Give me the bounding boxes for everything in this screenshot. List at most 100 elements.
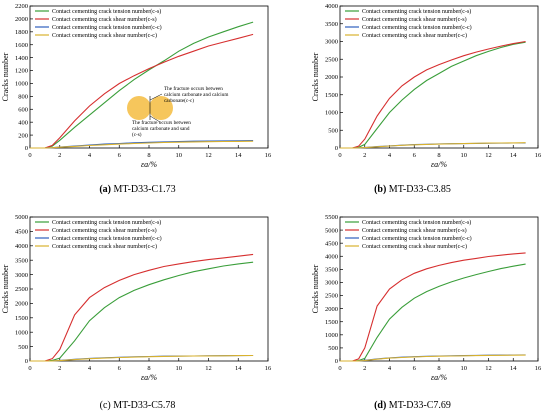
y-tick-label-d: 500 xyxy=(328,345,338,352)
x-tick-label-b: 4 xyxy=(388,152,392,159)
annotation-arrow-cc xyxy=(149,93,163,101)
y-axis-label-c: Cracks number xyxy=(1,264,10,313)
x-tick-label-b: 8 xyxy=(437,152,440,159)
caption-a: (a) MT-D33-C1.73 xyxy=(0,184,275,195)
y-tick-label-d: 2000 xyxy=(325,306,338,313)
x-tick-label-b: 10 xyxy=(461,152,468,159)
x-axis-label-a: εa/% xyxy=(141,160,157,169)
caption-c-text: MT-D33-C5.78 xyxy=(113,400,176,411)
series-line-b-4 xyxy=(340,142,526,149)
x-axis-label-d: εa/% xyxy=(431,373,447,382)
series-line-a-4 xyxy=(30,140,254,149)
y-tick-label-d: 2500 xyxy=(325,293,338,300)
x-tick-label-a: 8 xyxy=(147,152,150,159)
x-tick-label-c: 6 xyxy=(118,365,122,372)
y-tick-label-c: 2500 xyxy=(15,286,28,293)
annotation-text-cs: The fracture occurs between calcium carbo… xyxy=(132,119,191,138)
y-tick-label-d: 4500 xyxy=(325,240,338,247)
y-tick-label-c: 3000 xyxy=(15,272,28,279)
legend-label-c-4: Contact cementing crack shear number(c-c… xyxy=(52,243,157,250)
caption-d-letter: (d) xyxy=(374,400,387,411)
x-tick-label-c: 2 xyxy=(58,365,61,372)
x-tick-label-d: 0 xyxy=(338,365,341,372)
y-tick-label-b: 0 xyxy=(335,145,338,152)
y-tick-label-a: 200 xyxy=(18,132,28,139)
annotation-arrow-cs xyxy=(149,115,161,123)
series-line-c-1 xyxy=(30,261,254,362)
y-tick-label-a: 600 xyxy=(18,106,28,113)
x-axis-label-b: εa/% xyxy=(431,160,447,169)
series-line-a-1 xyxy=(30,21,254,149)
y-tick-label-b: 3500 xyxy=(325,21,338,28)
y-tick-label-c: 3500 xyxy=(15,257,28,264)
x-tick-label-c: 10 xyxy=(176,365,183,372)
y-tick-label-a: 1400 xyxy=(15,55,28,62)
y-tick-label-c: 1500 xyxy=(15,315,28,322)
caption-a-text: MT-D33-C1.73 xyxy=(113,184,176,195)
calcium-carbonate-particle-icon xyxy=(127,96,151,120)
caption-c: (c) MT-D33-C5.78 xyxy=(0,400,275,411)
legend-label-c-1: Contact cementing crack tension number(c… xyxy=(52,219,161,226)
y-tick-label-d: 3500 xyxy=(325,267,338,274)
x-tick-label-d: 10 xyxy=(461,365,468,372)
y-tick-label-a: 2200 xyxy=(15,3,28,10)
x-tick-label-d: 16 xyxy=(535,365,542,372)
legend-label-b-2: Contact cementing crack shear number(c-s… xyxy=(362,16,467,23)
y-tick-label-d: 1500 xyxy=(325,319,338,326)
y-tick-label-b: 2500 xyxy=(325,56,338,63)
x-tick-label-a: 10 xyxy=(176,152,183,159)
legend-label-d-3: Contact cementing crack tension number(c… xyxy=(362,235,472,242)
x-tick-label-b: 2 xyxy=(363,152,366,159)
series-line-d-1 xyxy=(340,263,526,362)
chart-d: 0 2 4 6 8 10 12 14 16 0 500 1000 1500 2000 2500 3000 350… xyxy=(311,214,542,382)
y-axis-label-a: Cracks number xyxy=(1,52,10,101)
x-tick-label-c: 12 xyxy=(205,365,212,372)
fracture-inset: The fracture occurs between calcium carbo… xyxy=(127,85,228,138)
x-tick-label-d: 6 xyxy=(413,365,417,372)
y-tick-label-a: 800 xyxy=(18,94,28,101)
y-tick-label-c: 500 xyxy=(18,344,28,351)
x-tick-label-d: 2 xyxy=(363,365,366,372)
y-tick-label-d: 3000 xyxy=(325,280,338,287)
chart-a: 0 2 4 6 8 10 12 14 16 0 200 400 600 800 1000 1200 1400 16… xyxy=(1,3,272,169)
annotation-text-cc: The fracture occurs between calcium carbo… xyxy=(164,85,228,104)
series-line-c-4 xyxy=(30,354,254,362)
x-tick-label-a: 0 xyxy=(28,152,31,159)
x-tick-label-b: 0 xyxy=(338,152,341,159)
x-axis-label-c: εa/% xyxy=(141,373,157,382)
y-tick-label-d: 1000 xyxy=(325,332,338,339)
legend-label-d-2: Contact cementing crack shear number(c-s… xyxy=(362,227,467,234)
x-tick-label-b: 6 xyxy=(413,152,417,159)
legend-label-b-4: Contact cementing crack shear number(c-c… xyxy=(362,32,467,39)
y-tick-label-d: 4000 xyxy=(325,253,338,260)
series-line-d-2 xyxy=(340,252,526,362)
x-tick-label-a: 6 xyxy=(118,152,122,159)
caption-b: (b) MT-D33-C3.85 xyxy=(275,184,550,195)
x-tick-label-c: 4 xyxy=(88,365,92,372)
x-tick-label-a: 14 xyxy=(235,152,242,159)
x-tick-label-c: 16 xyxy=(265,365,272,372)
legend-label-a-1: Contact cementing crack tension number(c… xyxy=(52,8,161,15)
series-line-b-1 xyxy=(340,41,526,149)
series-line-d-4 xyxy=(340,354,526,362)
sand-particle-icon xyxy=(149,96,173,120)
x-tick-label-b: 12 xyxy=(485,152,492,159)
caption-c-letter: (c) xyxy=(99,400,111,411)
legend-label-b-1: Contact cementing crack tension number(c… xyxy=(362,8,471,15)
y-tick-label-d: 5500 xyxy=(325,214,338,221)
x-tick-label-c: 8 xyxy=(147,365,150,372)
y-tick-label-b: 4000 xyxy=(325,3,338,10)
x-tick-label-c: 0 xyxy=(28,365,31,372)
x-tick-label-a: 12 xyxy=(205,152,212,159)
series-line-c-2 xyxy=(30,253,254,362)
y-axis-label-d: Cracks number xyxy=(311,264,320,313)
x-tick-label-c: 14 xyxy=(235,365,242,372)
legend-label-d-1: Contact cementing crack tension number(c… xyxy=(362,219,471,226)
y-tick-label-b: 1500 xyxy=(325,92,338,99)
caption-d: (d) MT-D33-C7.69 xyxy=(275,400,550,411)
y-tick-label-c: 1000 xyxy=(15,329,28,336)
x-tick-label-d: 8 xyxy=(437,365,440,372)
x-tick-label-a: 16 xyxy=(265,152,272,159)
y-tick-label-c: 4000 xyxy=(15,243,28,250)
y-tick-label-b: 3000 xyxy=(325,39,338,46)
